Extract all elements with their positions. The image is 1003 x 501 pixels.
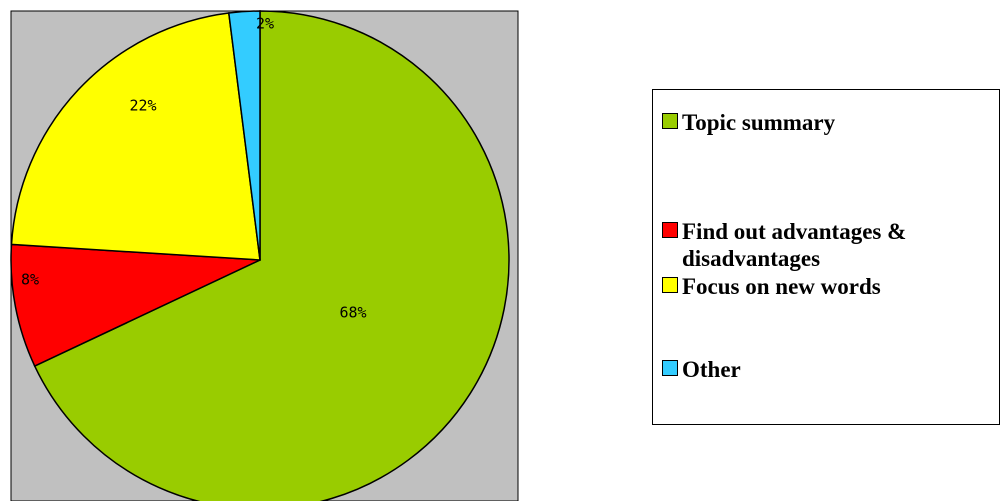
pie-data-label: 68%: [339, 304, 366, 322]
legend-label: Find out advantages & disadvantages: [682, 219, 907, 271]
legend-item-other: Other: [662, 356, 1002, 383]
legend-label: Focus on new words: [682, 274, 881, 299]
pie-data-label: 2%: [256, 15, 274, 33]
legend-swatch: [662, 113, 678, 129]
legend-label: Topic summary: [682, 110, 836, 135]
legend-item-new-words: Focus on new words: [662, 273, 1002, 300]
pie-slice-topic-summary: [33, 10, 510, 501]
legend-swatch: [662, 360, 678, 376]
legend-item-advantages: Find out advantages & disadvantages: [662, 218, 1002, 272]
legend: Topic summary Find out advantages & disa…: [652, 89, 1000, 425]
legend-swatch: [662, 277, 678, 293]
legend-item-topic-summary: Topic summary: [662, 109, 1002, 136]
legend-swatch: [662, 222, 678, 238]
legend-label: Other: [682, 357, 741, 382]
pie-data-label: 8%: [21, 271, 39, 289]
pie-slice-new-words: [10, 12, 261, 261]
pie-slice-other: [227, 10, 261, 261]
pie-slice-advantages: [10, 243, 261, 368]
pie-data-label: 22%: [129, 97, 156, 115]
